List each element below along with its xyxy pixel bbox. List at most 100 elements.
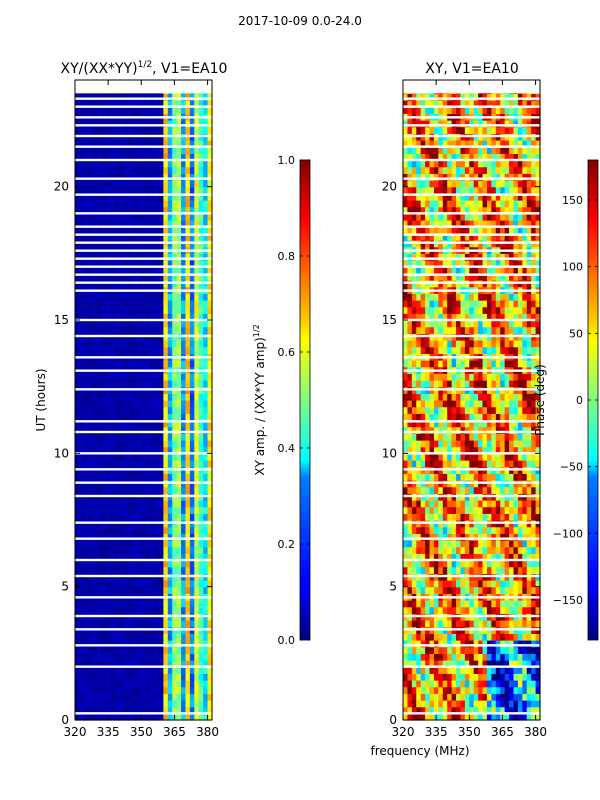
heatmap-cell xyxy=(136,306,142,314)
heatmap-cell xyxy=(522,673,528,681)
heatmap-cell xyxy=(433,440,439,448)
heatmap-cell xyxy=(185,120,191,128)
heatmap-cell xyxy=(420,546,426,554)
heatmap-cell xyxy=(145,660,151,668)
heatmap-cell xyxy=(526,313,532,321)
heatmap-cell xyxy=(158,686,164,694)
heatmap-cell xyxy=(145,500,151,508)
heatmap-cell xyxy=(97,120,103,128)
heatmap-cell xyxy=(101,460,107,468)
heatmap-cell xyxy=(128,166,134,174)
heatmap-cell xyxy=(88,653,94,661)
heatmap-cell xyxy=(185,400,191,408)
heatmap-cell xyxy=(438,600,444,608)
heatmap-cell xyxy=(114,400,120,408)
heatmap-cell xyxy=(464,360,470,368)
heatmap-cell xyxy=(478,473,484,481)
heatmap-cell xyxy=(150,106,156,114)
heatmap-cell xyxy=(198,266,204,274)
heatmap-cell xyxy=(513,686,519,694)
heatmap-cell xyxy=(500,460,506,468)
heatmap-cell xyxy=(163,153,169,161)
heatmap-cell xyxy=(132,440,138,448)
heatmap-cell xyxy=(181,140,187,148)
heatmap-cell xyxy=(136,140,142,148)
heatmap-cell xyxy=(145,526,151,534)
no-data-gap xyxy=(75,193,212,196)
heatmap-cell xyxy=(189,300,195,308)
heatmap-cell xyxy=(407,346,413,354)
heatmap-cell xyxy=(513,306,519,314)
heatmap-cell xyxy=(531,700,537,708)
heatmap-cell xyxy=(114,506,120,514)
heatmap-cell xyxy=(522,533,528,541)
heatmap-cell xyxy=(176,326,182,334)
heatmap-cell xyxy=(500,406,506,414)
heatmap-cell xyxy=(114,346,120,354)
heatmap-cell xyxy=(154,360,160,368)
heatmap-cell xyxy=(88,300,94,308)
heatmap-cell xyxy=(509,693,515,701)
heatmap-cell xyxy=(491,313,497,321)
heatmap-cell xyxy=(132,513,138,521)
heatmap-cell xyxy=(425,426,431,434)
heatmap-cell xyxy=(491,346,497,354)
heatmap-cell xyxy=(110,360,116,368)
heatmap-cell xyxy=(522,620,528,628)
heatmap-cell xyxy=(92,160,98,168)
heatmap-cell xyxy=(110,473,116,481)
heatmap-cell xyxy=(136,173,142,181)
heatmap-cell xyxy=(167,293,173,301)
heatmap-cell xyxy=(460,360,466,368)
heatmap-cell xyxy=(198,206,204,214)
heatmap-cell xyxy=(172,266,178,274)
heatmap-cell xyxy=(163,633,169,641)
heatmap-cell xyxy=(198,166,204,174)
heatmap-cell xyxy=(167,226,173,234)
heatmap-cell xyxy=(198,533,204,541)
heatmap-cell xyxy=(464,340,470,348)
heatmap-cell xyxy=(176,180,182,188)
heatmap-cell xyxy=(460,566,466,574)
heatmap-cell xyxy=(172,440,178,448)
heatmap-cell xyxy=(411,346,417,354)
heatmap-cell xyxy=(167,206,173,214)
heatmap-cell xyxy=(433,500,439,508)
heatmap-cell xyxy=(504,706,510,714)
heatmap-cell xyxy=(88,453,94,461)
heatmap-cell xyxy=(123,440,129,448)
heatmap-cell xyxy=(150,100,156,108)
heatmap-cell xyxy=(438,346,444,354)
heatmap-cell xyxy=(478,546,484,554)
heatmap-cell xyxy=(460,660,466,668)
heatmap-cell xyxy=(163,420,169,428)
heatmap-cell xyxy=(158,260,164,268)
heatmap-cell xyxy=(535,320,541,328)
heatmap-cell xyxy=(486,646,492,654)
heatmap-cell xyxy=(158,473,164,481)
heatmap-cell xyxy=(176,553,182,561)
heatmap-cell xyxy=(433,673,439,681)
heatmap-cell xyxy=(438,646,444,654)
heatmap-cell xyxy=(75,653,81,661)
heatmap-cell xyxy=(194,166,200,174)
heatmap-cell xyxy=(136,586,142,594)
heatmap-cell xyxy=(83,360,89,368)
heatmap-cell xyxy=(207,126,213,134)
heatmap-cell xyxy=(145,673,151,681)
heatmap-cell xyxy=(136,106,142,114)
heatmap-cell xyxy=(136,440,142,448)
heatmap-cell xyxy=(469,546,475,554)
heatmap-cell xyxy=(447,560,453,568)
heatmap-cell xyxy=(207,346,213,354)
heatmap-cell xyxy=(438,373,444,381)
heatmap-cell xyxy=(163,440,169,448)
heatmap-cell xyxy=(92,260,98,268)
heatmap-cell xyxy=(88,253,94,261)
heatmap-cell xyxy=(460,433,466,441)
heatmap-cell xyxy=(123,666,129,674)
heatmap-cell xyxy=(429,306,435,314)
heatmap-cell xyxy=(158,506,164,514)
heatmap-cell xyxy=(128,126,134,134)
heatmap-cell xyxy=(473,553,479,561)
